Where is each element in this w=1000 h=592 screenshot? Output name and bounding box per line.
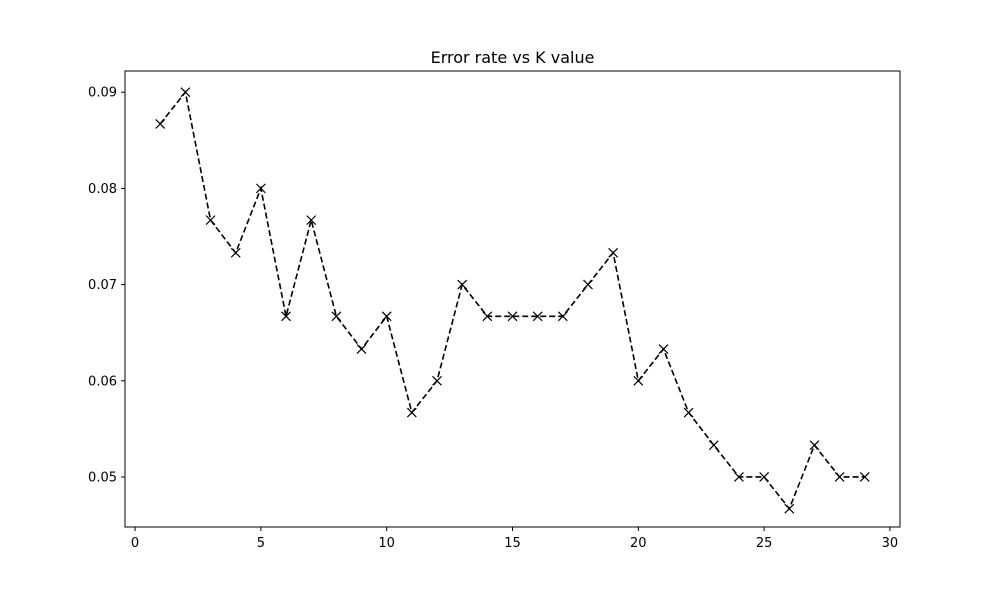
data-point-marker — [557, 311, 568, 322]
y-tick-label: 0.06 — [88, 374, 117, 389]
data-point-marker — [406, 407, 417, 418]
y-tick-label: 0.08 — [88, 182, 117, 197]
data-point-marker — [859, 472, 870, 482]
data-point-marker — [633, 375, 644, 386]
data-point-marker — [331, 311, 342, 322]
plot-area — [124, 70, 901, 528]
data-point-marker — [784, 503, 795, 514]
y-tick-label: 0.05 — [88, 470, 117, 485]
data-point-marker — [482, 311, 493, 322]
data-point-marker — [683, 407, 694, 418]
x-tick-label: 25 — [756, 536, 773, 551]
data-point-marker — [759, 472, 770, 482]
data-point-marker — [809, 440, 820, 451]
y-tick-label: 0.09 — [88, 86, 117, 101]
data-point-marker — [834, 472, 845, 482]
data-point-marker — [532, 311, 543, 322]
x-tick-label: 0 — [131, 536, 139, 551]
x-tick-label: 30 — [882, 536, 899, 551]
data-point-marker — [608, 247, 619, 258]
data-point-marker — [583, 279, 593, 290]
data-point-marker — [306, 215, 317, 226]
data-point-marker — [457, 279, 468, 290]
chart-title: Error rate vs K value — [431, 48, 595, 67]
data-point-marker — [708, 440, 719, 451]
data-point-marker — [281, 311, 291, 322]
x-tick-label: 15 — [504, 536, 521, 551]
data-point-marker — [255, 183, 266, 194]
data-point-marker — [507, 311, 518, 322]
series-line — [159, 90, 865, 511]
y-axis: 0.05 0.06 0.07 0.08 0.09 — [88, 86, 125, 485]
data-point-marker — [180, 87, 191, 98]
data-point-marker — [230, 247, 241, 258]
x-axis: 0 5 10 15 20 25 30 — [131, 527, 898, 551]
data-point-marker — [155, 118, 166, 129]
series-layer — [155, 87, 870, 514]
data-point-marker — [432, 375, 442, 386]
data-point-marker — [734, 472, 744, 482]
data-point-marker — [658, 344, 669, 354]
y-tick-label: 0.07 — [88, 278, 117, 293]
x-tick-label: 10 — [378, 536, 395, 551]
x-tick-label: 20 — [630, 536, 647, 551]
data-point-marker — [381, 311, 392, 322]
data-point-marker — [205, 215, 216, 226]
x-tick-label: 5 — [257, 536, 265, 551]
data-point-marker — [356, 344, 367, 354]
